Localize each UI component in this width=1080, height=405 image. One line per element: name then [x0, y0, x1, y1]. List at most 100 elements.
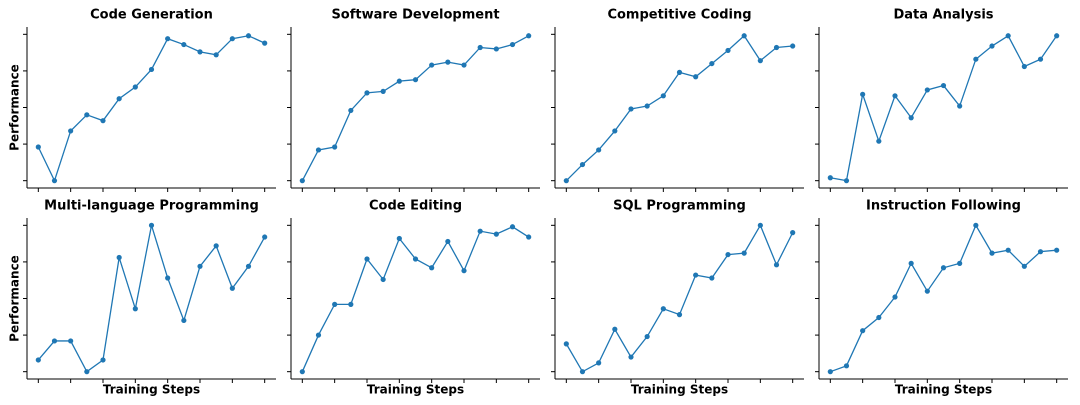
point — [924, 87, 930, 93]
point — [1054, 247, 1060, 253]
point — [380, 88, 386, 94]
point — [940, 265, 947, 271]
point — [116, 254, 122, 261]
point — [100, 357, 106, 363]
point — [660, 306, 666, 312]
point — [429, 62, 435, 68]
point — [348, 301, 354, 307]
point — [741, 33, 747, 39]
point — [757, 58, 763, 64]
point — [245, 263, 252, 269]
point — [1021, 63, 1027, 70]
point — [461, 62, 467, 68]
point — [68, 338, 74, 344]
point — [989, 43, 995, 49]
series-line — [565, 223, 794, 373]
point — [860, 91, 866, 97]
point — [51, 178, 58, 184]
point — [396, 78, 402, 84]
point — [843, 178, 850, 184]
point — [299, 369, 305, 375]
point — [493, 46, 499, 52]
point — [445, 59, 451, 65]
point — [364, 90, 370, 96]
point — [429, 265, 435, 271]
point — [526, 234, 532, 240]
point — [876, 314, 882, 321]
point — [876, 138, 882, 144]
point — [563, 341, 569, 347]
point — [461, 268, 467, 274]
point — [396, 235, 402, 242]
point — [596, 147, 602, 153]
point — [51, 338, 58, 344]
point — [299, 178, 305, 184]
point — [213, 52, 219, 58]
point — [628, 354, 634, 360]
panel-title: Competitive Coding — [607, 8, 751, 23]
point — [827, 369, 833, 375]
point — [709, 60, 715, 67]
point — [116, 96, 122, 102]
point — [100, 118, 106, 124]
point — [612, 128, 618, 134]
panel-title: Code Editing — [369, 199, 462, 214]
point — [676, 312, 683, 318]
point — [940, 82, 947, 89]
point — [773, 262, 780, 268]
point — [132, 306, 138, 312]
point — [790, 230, 796, 236]
x-axis-label: Training Steps — [103, 383, 200, 397]
point — [380, 276, 386, 283]
x-axis-label: Training Steps — [631, 383, 728, 397]
point — [1005, 247, 1011, 253]
point — [213, 243, 219, 249]
point — [181, 41, 187, 48]
point — [644, 333, 650, 340]
point — [843, 363, 850, 369]
point — [973, 222, 979, 228]
point — [445, 238, 451, 245]
point — [892, 93, 898, 99]
point — [477, 228, 483, 234]
series-line — [301, 226, 530, 372]
point — [709, 275, 715, 281]
point — [579, 369, 586, 375]
point — [957, 103, 963, 109]
point — [957, 260, 963, 266]
point — [773, 44, 780, 51]
point — [1005, 33, 1011, 39]
point — [989, 250, 995, 256]
series-line — [301, 35, 529, 181]
y-axis-label: Performance — [8, 64, 22, 151]
point — [612, 326, 618, 332]
point — [332, 301, 338, 307]
panel-title: Data Analysis — [893, 8, 993, 23]
x-axis-label: Training Steps — [895, 383, 992, 397]
point — [148, 222, 155, 228]
point — [165, 36, 171, 42]
point — [579, 161, 586, 168]
point — [757, 222, 763, 228]
point — [364, 256, 370, 262]
panel-title: SQL Programming — [613, 199, 746, 214]
series-line — [830, 223, 1057, 373]
point — [1021, 263, 1027, 269]
panel-title: Multi-language Programming — [44, 199, 259, 214]
point — [132, 84, 138, 90]
point — [412, 256, 419, 262]
point — [35, 357, 41, 363]
point — [332, 144, 338, 150]
point — [693, 74, 699, 80]
panel-title: Code Generation — [90, 8, 213, 23]
series-line — [37, 225, 266, 373]
point — [35, 144, 41, 150]
point — [790, 43, 796, 49]
point — [181, 317, 187, 324]
point — [262, 40, 268, 46]
point — [229, 285, 235, 291]
series-line — [565, 34, 793, 182]
series-line — [37, 35, 265, 183]
x-axis-label: Training Steps — [367, 383, 464, 397]
